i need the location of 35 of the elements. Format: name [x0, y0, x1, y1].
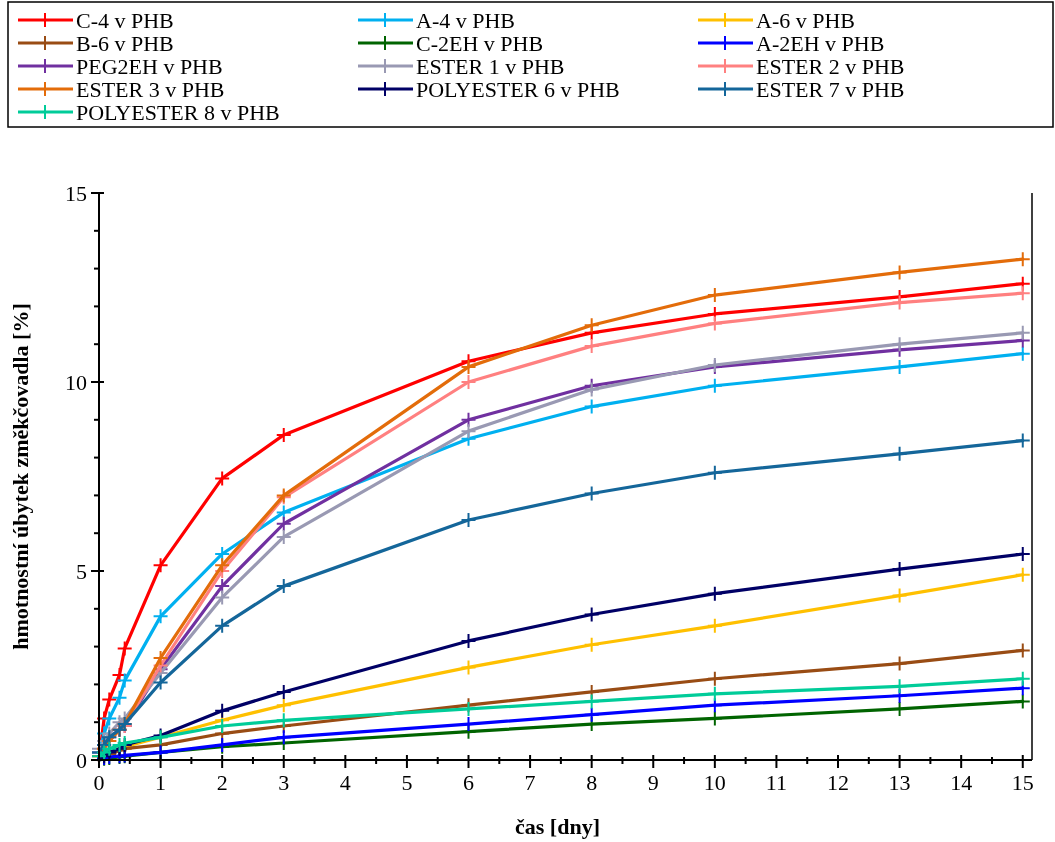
x-axis-title: čas [dny]: [515, 814, 600, 839]
legend-label: ESTER 3 v PHB: [76, 76, 225, 102]
legend-label: ESTER 7 v PHB: [756, 76, 905, 102]
legend-label: B-6 v PHB: [76, 30, 174, 56]
y-tick-label: 0: [76, 747, 87, 773]
y-tick-label: 10: [65, 369, 87, 395]
legend-label: C-4 v PHB: [76, 7, 174, 33]
legend-label: POLYESTER 6 v PHB: [416, 76, 620, 102]
x-tick-label: 1: [155, 770, 167, 795]
x-tick-label: 11: [765, 770, 788, 795]
x-tick-label: 8: [586, 770, 598, 795]
x-tick-label: 0: [93, 770, 105, 795]
legend-label: A-2EH v PHB: [756, 30, 885, 56]
y-axis-title: hmotnostní úbytek změkčovadla [%]: [8, 303, 33, 650]
x-tick-label: 7: [524, 770, 536, 795]
x-tick-label: 6: [463, 770, 474, 795]
x-tick-label: 5: [401, 770, 413, 795]
x-tick-label: 15: [1011, 770, 1034, 795]
legend-label: A-6 v PHB: [756, 7, 856, 33]
y-tick-label: 5: [76, 558, 87, 584]
legend-label: ESTER 2 v PHB: [756, 53, 905, 79]
legend-label: POLYESTER 8 v PHB: [76, 99, 280, 125]
legend-label: C-2EH v PHB: [416, 30, 544, 56]
x-tick-label: 3: [278, 770, 290, 795]
x-tick-label: 12: [827, 770, 850, 795]
y-tick-label: 15: [65, 180, 87, 206]
legend-label: A-4 v PHB: [416, 7, 516, 33]
legend-label: ESTER 1 v PHB: [416, 53, 565, 79]
x-tick-label: 14: [950, 770, 973, 795]
x-tick-label: 10: [703, 770, 726, 795]
x-tick-label: 13: [888, 770, 911, 795]
x-tick-label: 9: [647, 770, 659, 795]
legend-label: PEG2EH v PHB: [76, 53, 223, 79]
x-tick-label: 2: [216, 770, 228, 795]
x-tick-label: 4: [339, 770, 351, 795]
